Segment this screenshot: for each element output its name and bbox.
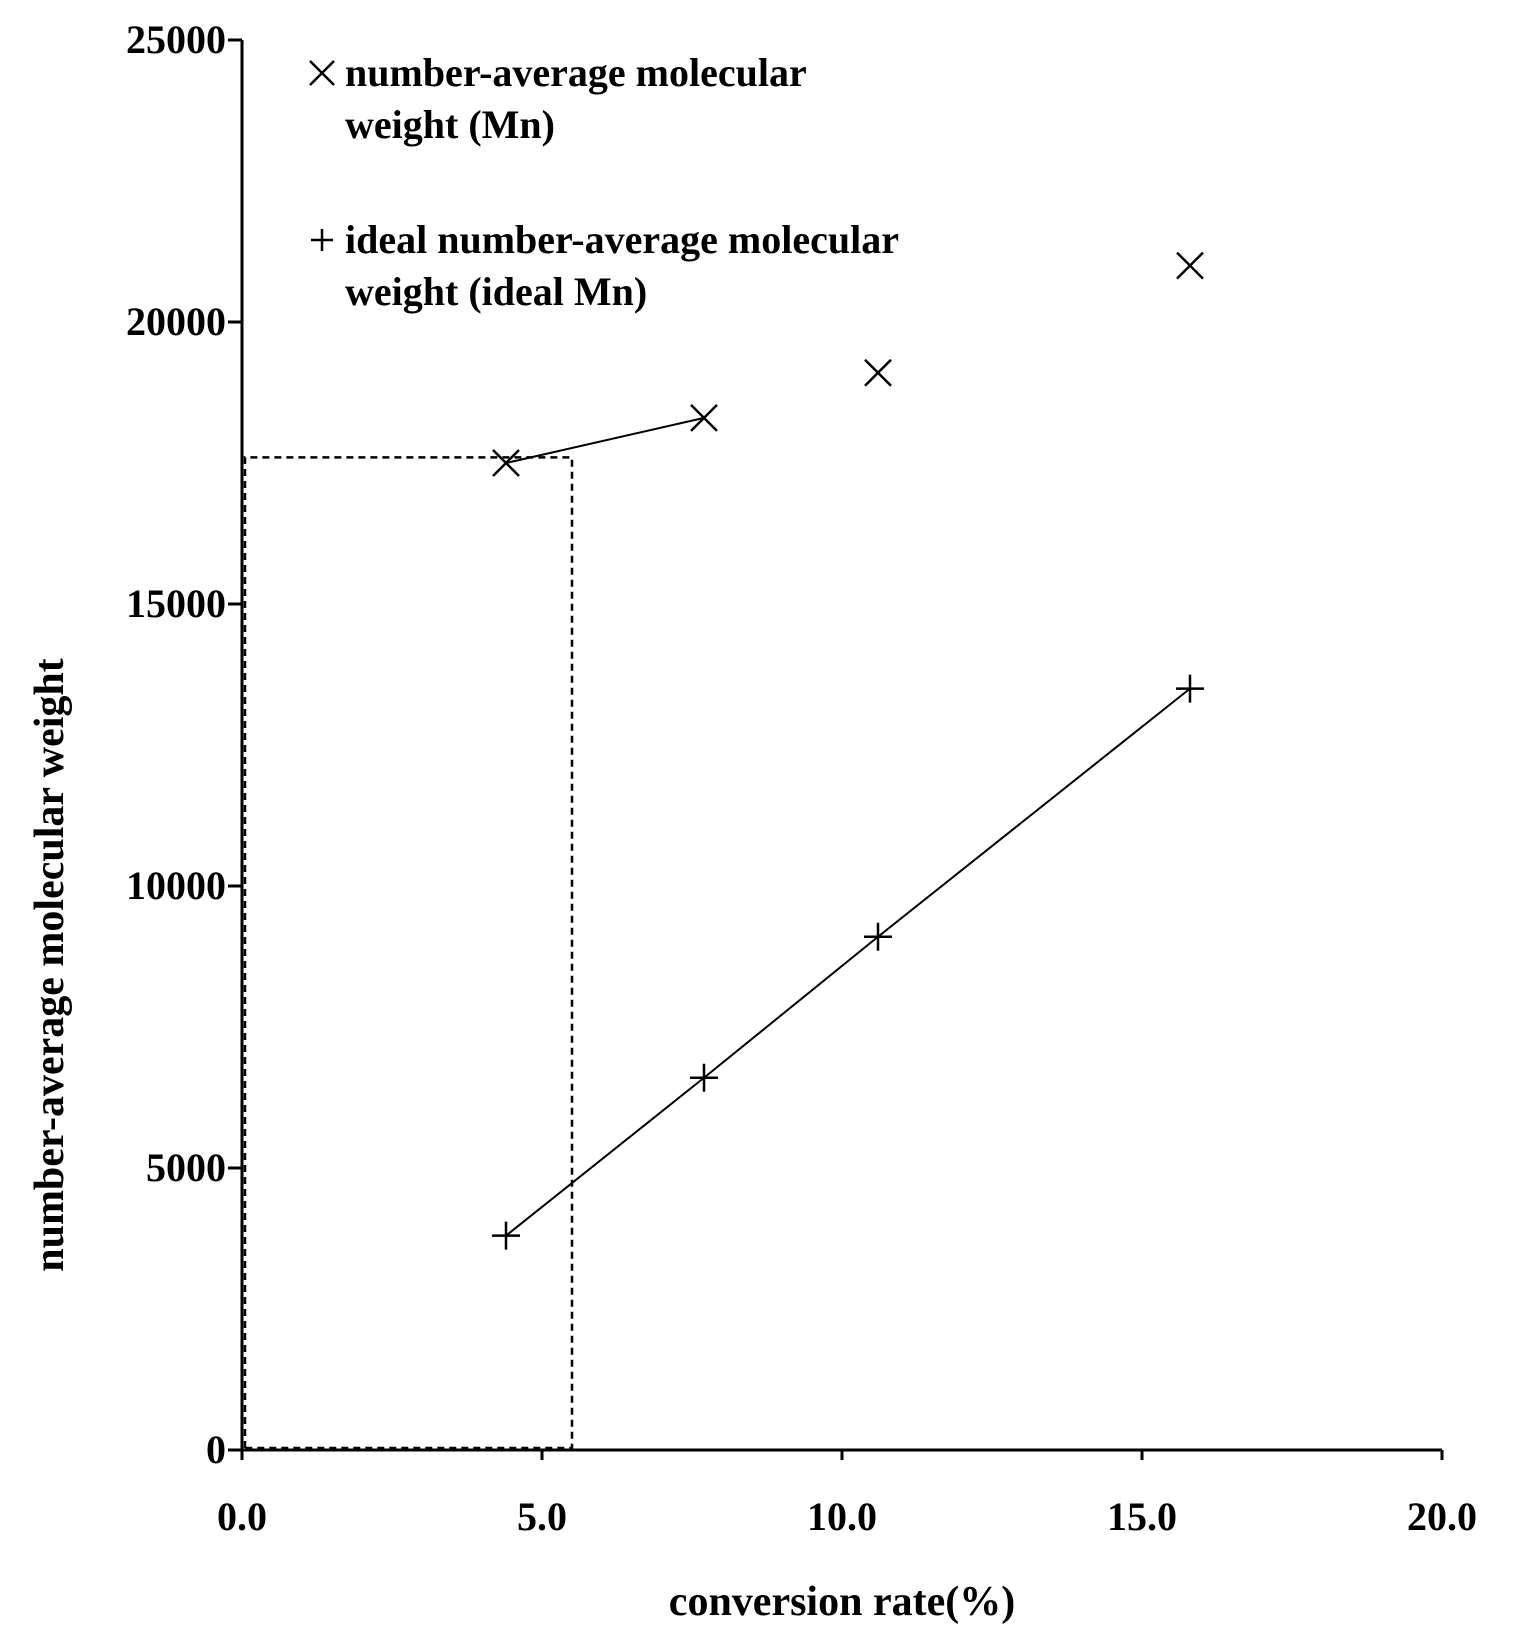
reference-box-dashed — [243, 456, 574, 1450]
series-2-point — [492, 1221, 520, 1250]
x-tick-label: 10.0 — [807, 1494, 877, 1539]
series-2-point — [1176, 674, 1204, 703]
series-2-point — [864, 922, 892, 951]
ticks: 0.0 5.0 10.0 15.0 20.0 0 5000 10000 15000 20000 25… — [126, 17, 1477, 1539]
y-tick-label: 0 — [206, 1427, 226, 1472]
series-1-point — [864, 358, 892, 387]
series-2-point — [690, 1063, 718, 1092]
legend-label-2: ideal number-average molecular — [345, 217, 899, 262]
series-1-point — [690, 403, 718, 432]
series-2-line — [505, 687, 1191, 1237]
plot-area — [243, 251, 1204, 1450]
legend-marker-2 — [311, 229, 333, 251]
x-axis-title: conversion rate(%) — [669, 1579, 1015, 1625]
x-tick-label: 20.0 — [1407, 1494, 1477, 1539]
series-1-point — [492, 449, 520, 477]
legend-label-1: number-average molecular — [345, 50, 807, 95]
legend-label-1: weight (Mn) — [345, 102, 555, 147]
legend-label-2: weight (ideal Mn) — [345, 269, 647, 314]
x-tick-label: 15.0 — [1107, 1494, 1177, 1539]
series-1-point — [1176, 251, 1204, 280]
y-axis-title: number-average molecular weight — [27, 658, 73, 1272]
x-tick-label: 5.0 — [517, 1494, 567, 1539]
y-tick-label: 5000 — [146, 1145, 226, 1190]
y-tick-label: 25000 — [126, 17, 226, 62]
y-tick-label: 20000 — [126, 299, 226, 344]
x-tick-label: 0.0 — [217, 1494, 267, 1539]
y-tick-label: 15000 — [126, 581, 226, 626]
legend-marker-1 — [309, 60, 335, 86]
legend: number-average molecular weight (Mn) ideal… — [309, 50, 899, 314]
y-tick-label: 10000 — [126, 863, 226, 908]
series-1-line — [505, 416, 705, 464]
